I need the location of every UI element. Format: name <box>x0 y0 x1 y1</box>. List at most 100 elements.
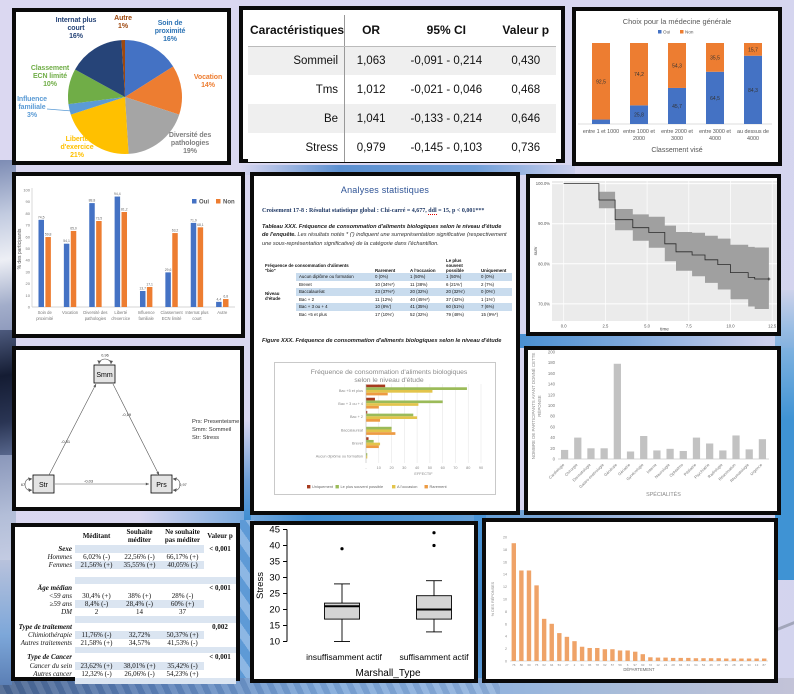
svg-text:NOMBRE DE PARTICIPANTS AYANT: NOMBRE DE PARTICIPANTS AYANT DONNÉ CETTE <box>531 353 536 460</box>
svg-text:45: 45 <box>269 525 280 536</box>
svg-text:time: time <box>660 327 669 332</box>
svg-text:14: 14 <box>503 573 507 577</box>
svg-text:80: 80 <box>550 414 555 419</box>
svg-text:70: 70 <box>26 223 31 228</box>
svg-text:10.0: 10.0 <box>726 324 735 329</box>
svg-text:1%: 1% <box>118 23 129 30</box>
svg-text:Liberté: Liberté <box>66 136 89 143</box>
svg-text:100: 100 <box>548 403 556 408</box>
svg-text:Internat plus: Internat plus <box>185 310 208 315</box>
svg-text:Brevet: Brevet <box>352 442 364 446</box>
svg-text:15: 15 <box>269 621 280 632</box>
svg-text:70.0%: 70.0% <box>538 301 550 306</box>
svg-text:Vocation: Vocation <box>62 310 79 315</box>
svg-text:Liberté: Liberté <box>114 310 127 315</box>
svg-text:84,3: 84,3 <box>748 88 758 94</box>
svg-text:20: 20 <box>503 536 507 540</box>
svg-text:31: 31 <box>580 663 584 667</box>
svg-text:entre 2000 et: entre 2000 et <box>661 129 693 135</box>
svg-text:30: 30 <box>269 573 280 584</box>
svg-text:Str: Str <box>39 482 49 489</box>
svg-text:25: 25 <box>269 589 280 600</box>
svg-text:Str: Stress: Str: Stress <box>192 435 219 441</box>
svg-text:35: 35 <box>269 557 280 568</box>
svg-text:78: 78 <box>596 663 600 667</box>
svg-text:entre 3000 et: entre 3000 et <box>699 129 731 135</box>
svg-text:80: 80 <box>520 663 524 667</box>
svg-text:75: 75 <box>535 663 539 667</box>
svg-text:50: 50 <box>26 246 31 251</box>
svg-text:60: 60 <box>527 663 531 667</box>
svg-text:90: 90 <box>26 199 31 204</box>
svg-text:Classement: Classement <box>161 310 184 315</box>
svg-text:17,1: 17,1 <box>146 282 153 286</box>
svg-text:80: 80 <box>466 466 470 470</box>
svg-text:pathologies: pathologies <box>171 140 209 147</box>
svg-text:71,9: 71,9 <box>190 218 197 222</box>
svg-text:16%: 16% <box>163 36 178 43</box>
svg-text:80.0%: 80.0% <box>538 261 550 266</box>
svg-text:Marshall_Type: Marshall_Type <box>355 668 420 679</box>
svg-text:4: 4 <box>505 635 507 639</box>
svg-text:Baccalauréat: Baccalauréat <box>341 429 364 433</box>
svg-text:74,5: 74,5 <box>38 215 45 219</box>
svg-text:SPÉCIALITÉS: SPÉCIALITÉS <box>646 491 681 498</box>
svg-text:surv: surv <box>533 246 538 255</box>
svg-text:Cardiologie: Cardiologie <box>547 462 565 480</box>
svg-text:30: 30 <box>402 466 406 470</box>
svg-text:95: 95 <box>588 663 592 667</box>
svg-text:12: 12 <box>656 663 660 667</box>
svg-text:2: 2 <box>574 663 576 667</box>
svg-text:50: 50 <box>428 466 432 470</box>
svg-text:40: 40 <box>550 435 555 440</box>
svg-text:Prs: Prs <box>156 482 167 489</box>
svg-text:30: 30 <box>26 269 31 274</box>
svg-text:200: 200 <box>548 350 556 355</box>
svg-text:20: 20 <box>740 663 744 667</box>
svg-text:Le plus souvent possible: Le plus souvent possible <box>341 484 384 489</box>
svg-text:14%: 14% <box>201 82 216 89</box>
svg-text:74,2: 74,2 <box>634 72 644 78</box>
svg-text:94: 94 <box>550 663 554 667</box>
svg-text:Uniquement: Uniquement <box>312 484 334 489</box>
svg-text:court: court <box>67 25 85 32</box>
svg-text:entre 1000 et: entre 1000 et <box>623 129 655 135</box>
svg-text:2000: 2000 <box>633 136 645 142</box>
svg-text:60: 60 <box>550 424 555 429</box>
svg-text:13: 13 <box>755 663 759 667</box>
svg-text:Bac + 2: Bac + 2 <box>350 415 363 419</box>
svg-text:53: 53 <box>558 663 562 667</box>
svg-text:Vocation: Vocation <box>194 74 222 81</box>
svg-text:68,1: 68,1 <box>197 223 204 227</box>
svg-text:120: 120 <box>548 392 556 397</box>
svg-text:37: 37 <box>717 663 721 667</box>
svg-text:A l'occasion: A l'occasion <box>397 484 417 489</box>
svg-text:10: 10 <box>377 466 381 470</box>
svg-text:Influence: Influence <box>138 310 156 315</box>
svg-text:10: 10 <box>269 637 280 648</box>
svg-text:59,8: 59,8 <box>45 233 52 237</box>
svg-text:entre 1 et 1000: entre 1 et 1000 <box>583 129 619 135</box>
svg-text:160: 160 <box>548 371 556 376</box>
svg-text:Soin de: Soin de <box>38 310 53 315</box>
svg-text:ECN limité: ECN limité <box>162 316 182 321</box>
svg-text:28: 28 <box>732 663 736 667</box>
svg-text:Prs: Presenteisme: Prs: Presenteisme <box>192 419 239 425</box>
svg-text:20: 20 <box>550 446 555 451</box>
svg-text:94,4: 94,4 <box>114 192 121 196</box>
svg-text:87: 87 <box>763 663 767 667</box>
svg-text:57: 57 <box>611 663 615 667</box>
svg-text:180: 180 <box>548 360 556 365</box>
svg-text:% des participants: % des participants <box>17 228 23 269</box>
svg-text:Diversité des: Diversité des <box>83 310 107 315</box>
svg-text:3%: 3% <box>27 112 38 119</box>
svg-text:5.0: 5.0 <box>644 324 650 329</box>
svg-text:80: 80 <box>26 211 31 216</box>
svg-text:Stress: Stress <box>255 572 266 599</box>
svg-text:Gastro-entérologie: Gastro-entérologie <box>578 462 606 490</box>
svg-text:65,0: 65,0 <box>70 226 77 230</box>
svg-text:19%: 19% <box>183 148 198 155</box>
svg-text:proximité: proximité <box>155 28 186 35</box>
svg-text:0,96: 0,96 <box>101 354 108 358</box>
svg-text:familiale: familiale <box>18 104 45 111</box>
